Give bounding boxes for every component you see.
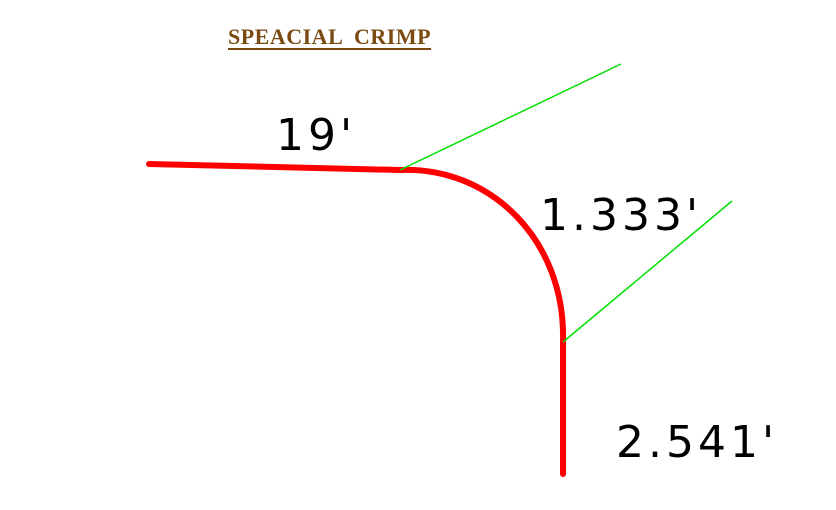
- leader-line-bend-end: [562, 200, 733, 343]
- dimension-label-top-leg: 19': [276, 110, 356, 161]
- dimension-label-vertical-leg: 2.541': [616, 417, 778, 468]
- drawing-title: SPEACIAL CRIMP: [228, 24, 432, 49]
- crimp-profile-top-leg: [146, 161, 403, 173]
- crimp-profile-bend: [397, 166, 567, 345]
- leader-line-bend-start: [399, 63, 622, 171]
- dimension-label-arc: 1.333': [540, 190, 702, 241]
